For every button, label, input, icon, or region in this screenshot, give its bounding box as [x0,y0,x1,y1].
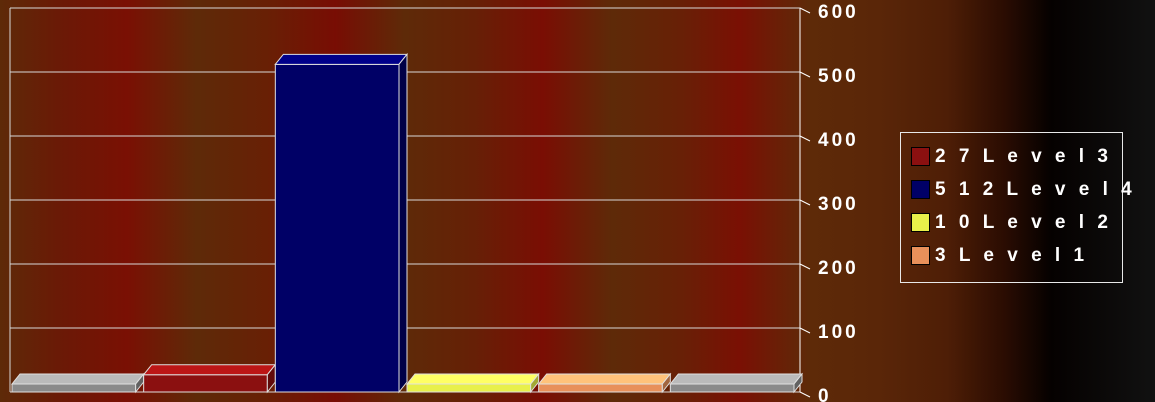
legend-swatch-level2 [911,213,930,232]
y-tick-mark [799,391,811,398]
bar-top-face [405,373,540,385]
legend-item-level3: 2 7 L e v e l 3 [911,140,1122,173]
bar-top-face [274,53,409,65]
bar-top-face [142,364,277,376]
y-tick-mark [799,135,811,142]
legend-swatch-level3 [911,147,930,166]
y-tick-label: 600 [818,2,859,23]
bar-side-face [530,372,540,394]
bar [538,383,663,393]
legend-item-level1: 3 L e v e l 1 [911,239,1122,272]
y-tick-label: 200 [818,258,859,279]
legend-swatch-level1 [911,246,930,265]
y-tick-mark [799,7,811,14]
y-tick-mark [799,71,811,78]
legend-swatch-level4 [911,180,930,199]
legend-item-level4: 5 1 2 L e v e l 4 [911,173,1132,206]
bar-side-face [793,372,803,394]
y-tick-label: 0 [818,386,832,402]
bar-side-face [661,372,671,394]
bar [669,383,795,393]
legend-label-level2: 1 0 L e v e l 2 [935,211,1112,233]
y-tick-label: 500 [818,66,859,87]
legend-label-level1: 3 L e v e l 1 [935,244,1089,266]
y-tick-label: 400 [818,130,859,151]
legend-item-level2: 1 0 L e v e l 2 [911,206,1122,239]
bar [11,383,137,393]
y-tick-mark [799,327,811,334]
bar [406,383,532,393]
y-tick-label: 300 [818,194,859,215]
bar-top-face [669,373,804,385]
legend: 2 7 L e v e l 3 5 1 2 L e v e l 4 1 0 L … [900,132,1132,283]
bar-top-face [537,373,672,385]
y-tick-label: 100 [818,322,859,343]
bar-top-face [10,373,145,385]
bar-side-face [398,52,408,394]
bar [143,374,268,393]
y-tick-mark [799,263,811,270]
legend-label-level4: 5 1 2 L e v e l 4 [935,178,1136,200]
bar [274,63,400,393]
legend-label-level3: 2 7 L e v e l 3 [935,145,1112,167]
y-tick-mark [799,199,811,206]
